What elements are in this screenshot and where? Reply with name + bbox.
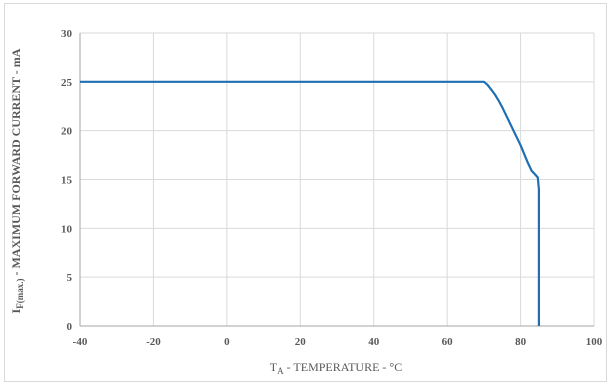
series-line xyxy=(80,80,540,326)
y-tick-label: 25 xyxy=(61,77,73,89)
y-tick-label: 20 xyxy=(61,126,73,138)
y-tick-label: 0 xyxy=(67,321,73,333)
x-axis-label: TA - TEMPERATURE - °C xyxy=(270,360,402,376)
x-tick-label: 20 xyxy=(295,336,307,348)
x-tick-label: 0 xyxy=(224,336,230,348)
y-tick-label: 30 xyxy=(61,28,73,40)
y-ticks: 0 5 10 15 20 25 30 xyxy=(61,28,73,333)
x-tick-label: 40 xyxy=(368,336,380,348)
y-tick-label: 5 xyxy=(67,272,73,284)
x-ticks: -40 -20 0 20 40 60 80 100 xyxy=(73,336,603,348)
x-tick-label: -20 xyxy=(146,336,161,348)
series xyxy=(80,80,540,326)
y-tick-label: 15 xyxy=(61,175,73,187)
y-tick-label: 10 xyxy=(61,223,73,235)
x-tick-label: 100 xyxy=(586,336,603,348)
x-tick-label: -40 xyxy=(73,336,88,348)
grid xyxy=(80,32,595,326)
x-tick-label: 80 xyxy=(515,336,527,348)
y-axis-label: IF(max.) - MAXIMUM FORWARD CURRENT - mA xyxy=(9,48,25,313)
x-tick-label: 60 xyxy=(442,336,454,348)
chart-frame xyxy=(4,3,607,382)
